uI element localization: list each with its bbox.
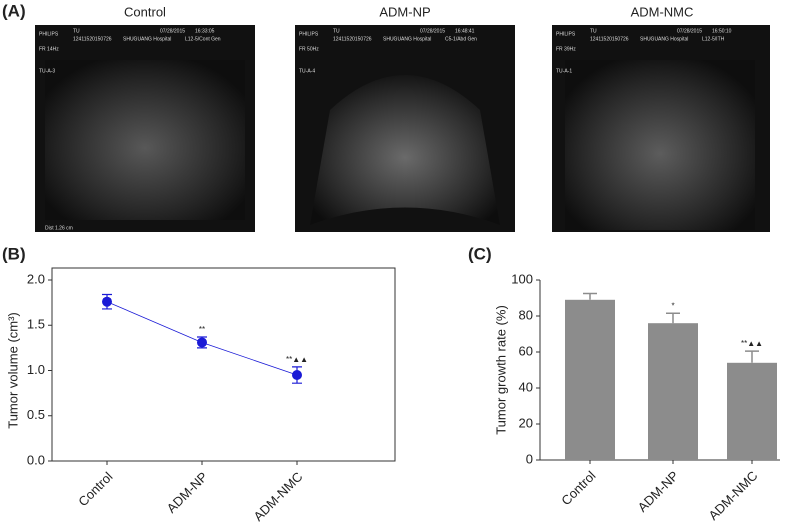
- image-title: Control: [124, 4, 166, 19]
- point: [102, 296, 112, 307]
- error-bar: [745, 350, 759, 363]
- x-tick-label: ADM-NMC: [706, 468, 761, 523]
- image-overlay-text: TU-A-3: [39, 68, 55, 74]
- image-overlay-text: L12-5/ITH: [702, 36, 725, 42]
- image-overlay-text: 07/28/2015: [677, 28, 702, 34]
- y-tick-label: 1.0: [27, 362, 45, 377]
- image-overlay-text: 07/28/2015: [420, 28, 445, 34]
- image-overlay-text: 12411520150726: [590, 36, 629, 42]
- image-overlay-text: SHUGUANG Hospital: [640, 36, 688, 42]
- image-title: ADM-NP: [379, 4, 430, 19]
- image-overlay-text: TU-A-1: [556, 68, 572, 74]
- panel-label: (A): [2, 1, 26, 20]
- x-tick-label: ADM-NP: [635, 468, 682, 515]
- image-overlay-text: 16:50:10: [712, 28, 732, 34]
- y-tick-label: 100: [511, 271, 533, 286]
- y-tick-label: 0.0: [27, 452, 45, 467]
- y-tick-label: 80: [519, 307, 533, 322]
- image-overlay-text: TU-A-4: [299, 68, 315, 74]
- y-tick-label: 1.5: [27, 317, 45, 332]
- image-overlay-text: 16:33:05: [195, 28, 215, 34]
- image-overlay-text: FR 39Hz: [556, 46, 576, 52]
- ultrasound-texture: [45, 60, 245, 220]
- x-tick-label: ADM-NMC: [251, 469, 306, 523]
- bar: [565, 299, 615, 460]
- image-overlay-text: FR 14Hz: [39, 46, 59, 52]
- y-tick-label: 40: [519, 379, 533, 394]
- panel-label: (C): [468, 244, 492, 263]
- error-bar: [583, 292, 597, 300]
- image-overlay-text: C5-1/Abd Gen: [445, 36, 477, 42]
- x-tick-label: ADM-NP: [164, 469, 211, 516]
- ultrasound-texture: [310, 75, 500, 225]
- image-overlay-text: 12411520150726: [73, 36, 112, 42]
- plot-frame: [51, 267, 396, 462]
- point: [197, 337, 207, 348]
- y-tick-label: 20: [519, 415, 533, 430]
- significance-label: *: [671, 301, 674, 310]
- image-overlay-text: L12-5/Cont Gen: [185, 36, 221, 42]
- x-tick-label: Control: [558, 468, 598, 508]
- y-tick-label: 0.5: [27, 407, 45, 422]
- panel-a: [35, 25, 770, 232]
- significance-label: **▲▲: [741, 339, 763, 348]
- error-bar: [666, 312, 680, 324]
- ultrasound-texture: [565, 60, 755, 230]
- y-tick-label: 0: [526, 451, 533, 466]
- image-overlay-text: 07/28/2015: [160, 28, 185, 34]
- image-overlay-text: PHILIPS: [39, 31, 59, 37]
- y-axis-label: Tumor growth rate (%): [493, 305, 508, 435]
- significance-label: **: [199, 325, 205, 334]
- image-overlay-text: FR 50Hz: [299, 46, 319, 52]
- point: [292, 370, 302, 381]
- image-overlay-text: SHUGUANG Hospital: [383, 36, 431, 42]
- bar: [648, 323, 698, 460]
- image-overlay-text: 16:48:41: [455, 28, 475, 34]
- image-overlay-text: PHILIPS: [299, 31, 319, 37]
- image-overlay-text: TU: [590, 28, 597, 34]
- y-tick-label: 2.0: [27, 271, 45, 286]
- image-overlay-text: 12411520150726: [333, 36, 372, 42]
- significance-label: **▲▲: [286, 355, 308, 364]
- image-overlay-text: TU: [73, 28, 80, 34]
- bar: [727, 362, 777, 460]
- panel-label: (B): [2, 244, 26, 263]
- image-overlay-text: PHILIPS: [556, 31, 576, 37]
- image-overlay-text: TU: [333, 28, 340, 34]
- x-tick-label: Control: [75, 469, 115, 509]
- image-title: ADM-NMC: [631, 4, 694, 19]
- image-overlay-text: SHUGUANG Hospital: [123, 36, 171, 42]
- y-tick-label: 60: [519, 343, 533, 358]
- image-overlay-text: Dist 1.26 cm: [45, 225, 73, 231]
- y-axis-label: Tumor volume (cm³): [5, 312, 20, 429]
